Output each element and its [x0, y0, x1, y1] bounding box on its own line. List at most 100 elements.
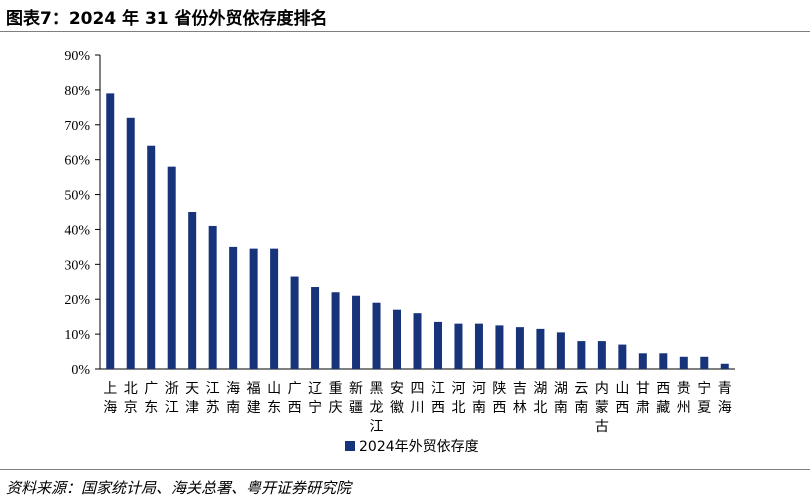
y-tick-label: 70% — [64, 119, 90, 134]
bar — [229, 246, 238, 369]
x-tick-label: 古 — [595, 419, 609, 435]
bottom-divider — [0, 469, 810, 470]
x-tick-label: 南 — [574, 400, 588, 416]
x-tick-label: 浙 — [165, 381, 179, 397]
x-tick-label: 宁 — [308, 399, 322, 416]
x-tick-label: 辽 — [308, 381, 322, 397]
bar — [188, 212, 197, 369]
x-tick-label: 夏 — [697, 400, 711, 416]
bar — [167, 166, 176, 369]
x-tick-label: 海 — [103, 400, 117, 416]
x-tick-label: 江 — [165, 400, 179, 416]
x-tick-label: 江 — [206, 381, 220, 397]
x-tick-label: 建 — [247, 400, 261, 416]
legend: 2024年外贸依存度 — [345, 439, 479, 455]
x-axis-labels: 上海北京广东浙江天津江苏海南福建山东广西辽宁重庆新疆黑龙江安徽四川江西河北河南陕… — [103, 380, 732, 435]
x-tick-label: 苏 — [206, 400, 220, 416]
x-tick-label: 安 — [390, 381, 404, 397]
bar — [331, 292, 340, 369]
chart-title: 图表7：2024 年 31 省份外贸依存度排名 — [6, 9, 328, 29]
x-tick-label: 宁 — [697, 380, 711, 397]
y-tick-label: 90% — [64, 49, 90, 64]
x-tick-label: 天 — [185, 381, 199, 397]
bar — [515, 327, 524, 369]
x-tick-label: 湖 — [533, 381, 547, 397]
x-tick-label: 四 — [411, 381, 425, 397]
bar — [311, 287, 320, 369]
x-tick-label: 津 — [185, 400, 199, 416]
x-tick-label: 江 — [431, 381, 445, 397]
x-tick-label: 北 — [451, 400, 465, 416]
legend-swatch — [345, 441, 355, 451]
x-tick-label: 林 — [513, 400, 527, 416]
x-tick-label: 西 — [431, 400, 445, 416]
bar-chart: 0%10%20%30%40%50%60%70%80%90% 上海北京广东浙江天津… — [64, 49, 735, 455]
bar — [474, 323, 483, 369]
bar — [659, 353, 668, 369]
bar — [720, 363, 729, 369]
x-tick-label: 新 — [349, 381, 363, 397]
x-tick-label: 西 — [492, 400, 506, 416]
y-tick-label: 30% — [64, 258, 90, 273]
x-tick-label: 广 — [144, 381, 158, 397]
x-tick-label: 西 — [288, 400, 302, 416]
x-tick-label: 南 — [554, 400, 568, 416]
x-tick-label: 福 — [247, 381, 261, 397]
x-tick-label: 黑 — [370, 381, 384, 397]
x-tick-label: 上 — [103, 381, 117, 397]
bar — [536, 328, 545, 369]
bar — [290, 276, 299, 369]
x-tick-label: 海 — [226, 381, 240, 397]
x-tick-label: 贵 — [677, 381, 691, 397]
x-tick-label: 东 — [267, 400, 281, 416]
x-tick-label: 河 — [472, 381, 486, 397]
bar — [638, 353, 647, 369]
x-tick-label: 西 — [656, 381, 670, 397]
x-tick-label: 重 — [329, 381, 343, 397]
x-tick-label: 青 — [718, 381, 732, 397]
bar — [106, 93, 115, 369]
bar — [597, 341, 606, 369]
bar — [577, 341, 586, 369]
x-tick-label: 龙 — [370, 400, 384, 416]
bar — [433, 321, 442, 369]
x-tick-label: 吉 — [513, 381, 527, 397]
x-tick-label: 州 — [677, 400, 691, 416]
bar — [126, 117, 135, 369]
x-tick-label: 湖 — [554, 381, 568, 397]
x-tick-label: 甘 — [636, 381, 650, 397]
x-tick-label: 南 — [472, 400, 486, 416]
y-tick-label: 60% — [64, 154, 90, 169]
y-tick-label: 0% — [71, 363, 90, 378]
x-tick-label: 山 — [615, 381, 629, 397]
x-tick-label: 江 — [370, 419, 384, 435]
x-tick-label: 南 — [226, 400, 240, 416]
bar — [208, 225, 217, 369]
bars — [106, 93, 729, 369]
x-tick-label: 川 — [411, 400, 425, 416]
x-tick-label: 东 — [144, 400, 158, 416]
bar — [270, 248, 279, 369]
bar — [556, 332, 565, 369]
x-tick-label: 河 — [451, 381, 465, 397]
x-tick-label: 内 — [595, 381, 609, 397]
bar — [372, 302, 381, 369]
y-tick-label: 80% — [64, 84, 90, 99]
bar — [147, 145, 156, 369]
bar — [679, 356, 688, 369]
x-tick-label: 海 — [718, 400, 732, 416]
x-tick-label: 藏 — [656, 400, 670, 416]
bar — [249, 248, 258, 369]
x-tick-label: 广 — [288, 381, 302, 397]
source-note: 资料来源：国家统计局、海关总署、粤开证券研究院 — [6, 479, 352, 497]
top-divider — [0, 31, 810, 32]
x-tick-label: 山 — [267, 381, 281, 397]
bar — [495, 325, 504, 369]
bar — [352, 295, 361, 369]
bar — [700, 356, 709, 369]
bar — [618, 344, 627, 369]
x-tick-label: 蒙 — [595, 400, 609, 416]
x-tick-label: 陕 — [492, 381, 506, 397]
y-tick-label: 10% — [64, 328, 90, 343]
y-tick-label: 20% — [64, 293, 90, 308]
